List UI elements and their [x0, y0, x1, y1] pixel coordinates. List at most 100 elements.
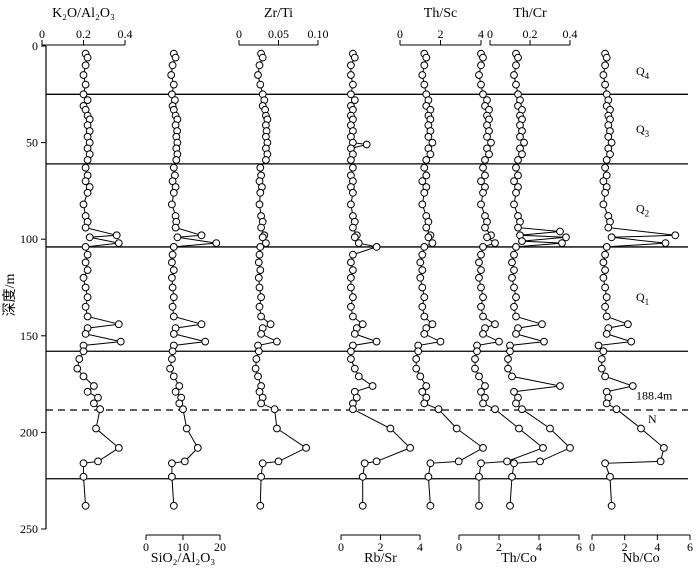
data-point: [660, 444, 668, 452]
data-point: [510, 302, 518, 311]
data-point: [347, 90, 355, 99]
panel-rb-sr: 0 2 4 Rb/Sr: [338, 49, 423, 566]
data-point: [607, 233, 616, 242]
panel-tick-label: 4: [536, 540, 542, 554]
data-point: [479, 243, 487, 251]
data-point: [81, 223, 90, 232]
data-point: [168, 347, 177, 356]
data-point: [538, 320, 546, 329]
data-point: [599, 71, 608, 79]
data-point: [168, 302, 177, 311]
data-point: [416, 273, 425, 282]
data-point: [406, 444, 415, 452]
data-point: [473, 347, 481, 356]
data-point: [491, 239, 499, 248]
data-point: [601, 459, 609, 468]
depth-axis-label: 深度/m: [2, 274, 18, 317]
data-point: [273, 337, 281, 346]
data-point: [656, 457, 665, 466]
data-point: [512, 61, 520, 70]
data-point: [426, 459, 435, 468]
data-point: [420, 330, 429, 338]
data-point: [349, 312, 357, 321]
data-point: [258, 233, 267, 242]
data-point: [597, 364, 606, 373]
panel-tick-label: 2: [378, 540, 384, 554]
data-point: [512, 243, 520, 251]
data-point: [255, 250, 264, 259]
data-point: [112, 231, 121, 240]
data-point: [416, 372, 425, 381]
data-point: [350, 96, 359, 104]
data-point: [566, 444, 574, 452]
data-point: [255, 387, 264, 396]
data-point: [627, 337, 636, 346]
data-point: [604, 223, 613, 232]
data-point: [358, 501, 367, 510]
data-point: [487, 138, 495, 147]
data-point: [536, 457, 544, 466]
data-point: [514, 53, 522, 62]
data-point: [426, 501, 435, 510]
data-point: [512, 163, 520, 172]
data-point: [452, 424, 461, 433]
data-point: [479, 399, 487, 408]
data-point: [671, 231, 680, 240]
data-point: [256, 188, 265, 197]
panel-tick-label: 0.2: [523, 27, 538, 41]
depth-tick-label: 100: [20, 232, 38, 246]
panel-title: Zr/Ti: [264, 6, 293, 21]
data-point: [79, 90, 88, 99]
data-point: [420, 80, 429, 89]
data-point: [251, 364, 260, 373]
data-point: [172, 156, 181, 164]
data-point: [255, 200, 264, 209]
data-point: [420, 61, 429, 70]
data-point: [485, 150, 493, 159]
data-point: [428, 138, 437, 147]
data-point: [258, 459, 267, 468]
depth-tick-label: 50: [26, 136, 38, 150]
data-point: [436, 337, 445, 346]
data-point: [254, 347, 263, 356]
data-point: [516, 132, 524, 141]
series-line: [255, 53, 308, 506]
data-point: [477, 302, 485, 311]
data-point: [491, 405, 499, 414]
data-point: [347, 302, 355, 311]
data-point: [179, 405, 187, 414]
data-point: [212, 239, 221, 248]
data-point: [347, 200, 355, 209]
data-point: [262, 239, 270, 248]
panel-tick-label: 6: [576, 540, 582, 554]
data-point: [81, 283, 90, 292]
data-point: [75, 355, 84, 363]
data-point: [168, 250, 177, 259]
data-point: [504, 364, 512, 373]
data-point: [540, 337, 548, 346]
data-point: [512, 399, 520, 408]
data-point: [168, 61, 177, 70]
data-point: [73, 364, 82, 373]
data-point: [420, 188, 429, 197]
data-point: [273, 424, 281, 433]
data-point: [510, 250, 518, 259]
panel-tick-label: 4: [478, 27, 484, 41]
data-point: [347, 355, 355, 363]
panel-tick-label: 6: [687, 540, 693, 554]
data-point: [518, 237, 526, 246]
data-point: [173, 233, 182, 242]
data-point: [96, 405, 104, 414]
depth-tick-label: 250: [20, 522, 38, 536]
data-point: [167, 71, 176, 79]
data-point: [83, 250, 92, 259]
boundary-depth-label: 188.4m: [636, 389, 673, 403]
data-point: [201, 337, 210, 346]
data-point: [479, 444, 487, 452]
data-point: [602, 399, 611, 408]
data-point: [81, 61, 90, 70]
data-point: [347, 258, 355, 267]
data-point: [256, 266, 265, 275]
data-point: [475, 472, 483, 481]
